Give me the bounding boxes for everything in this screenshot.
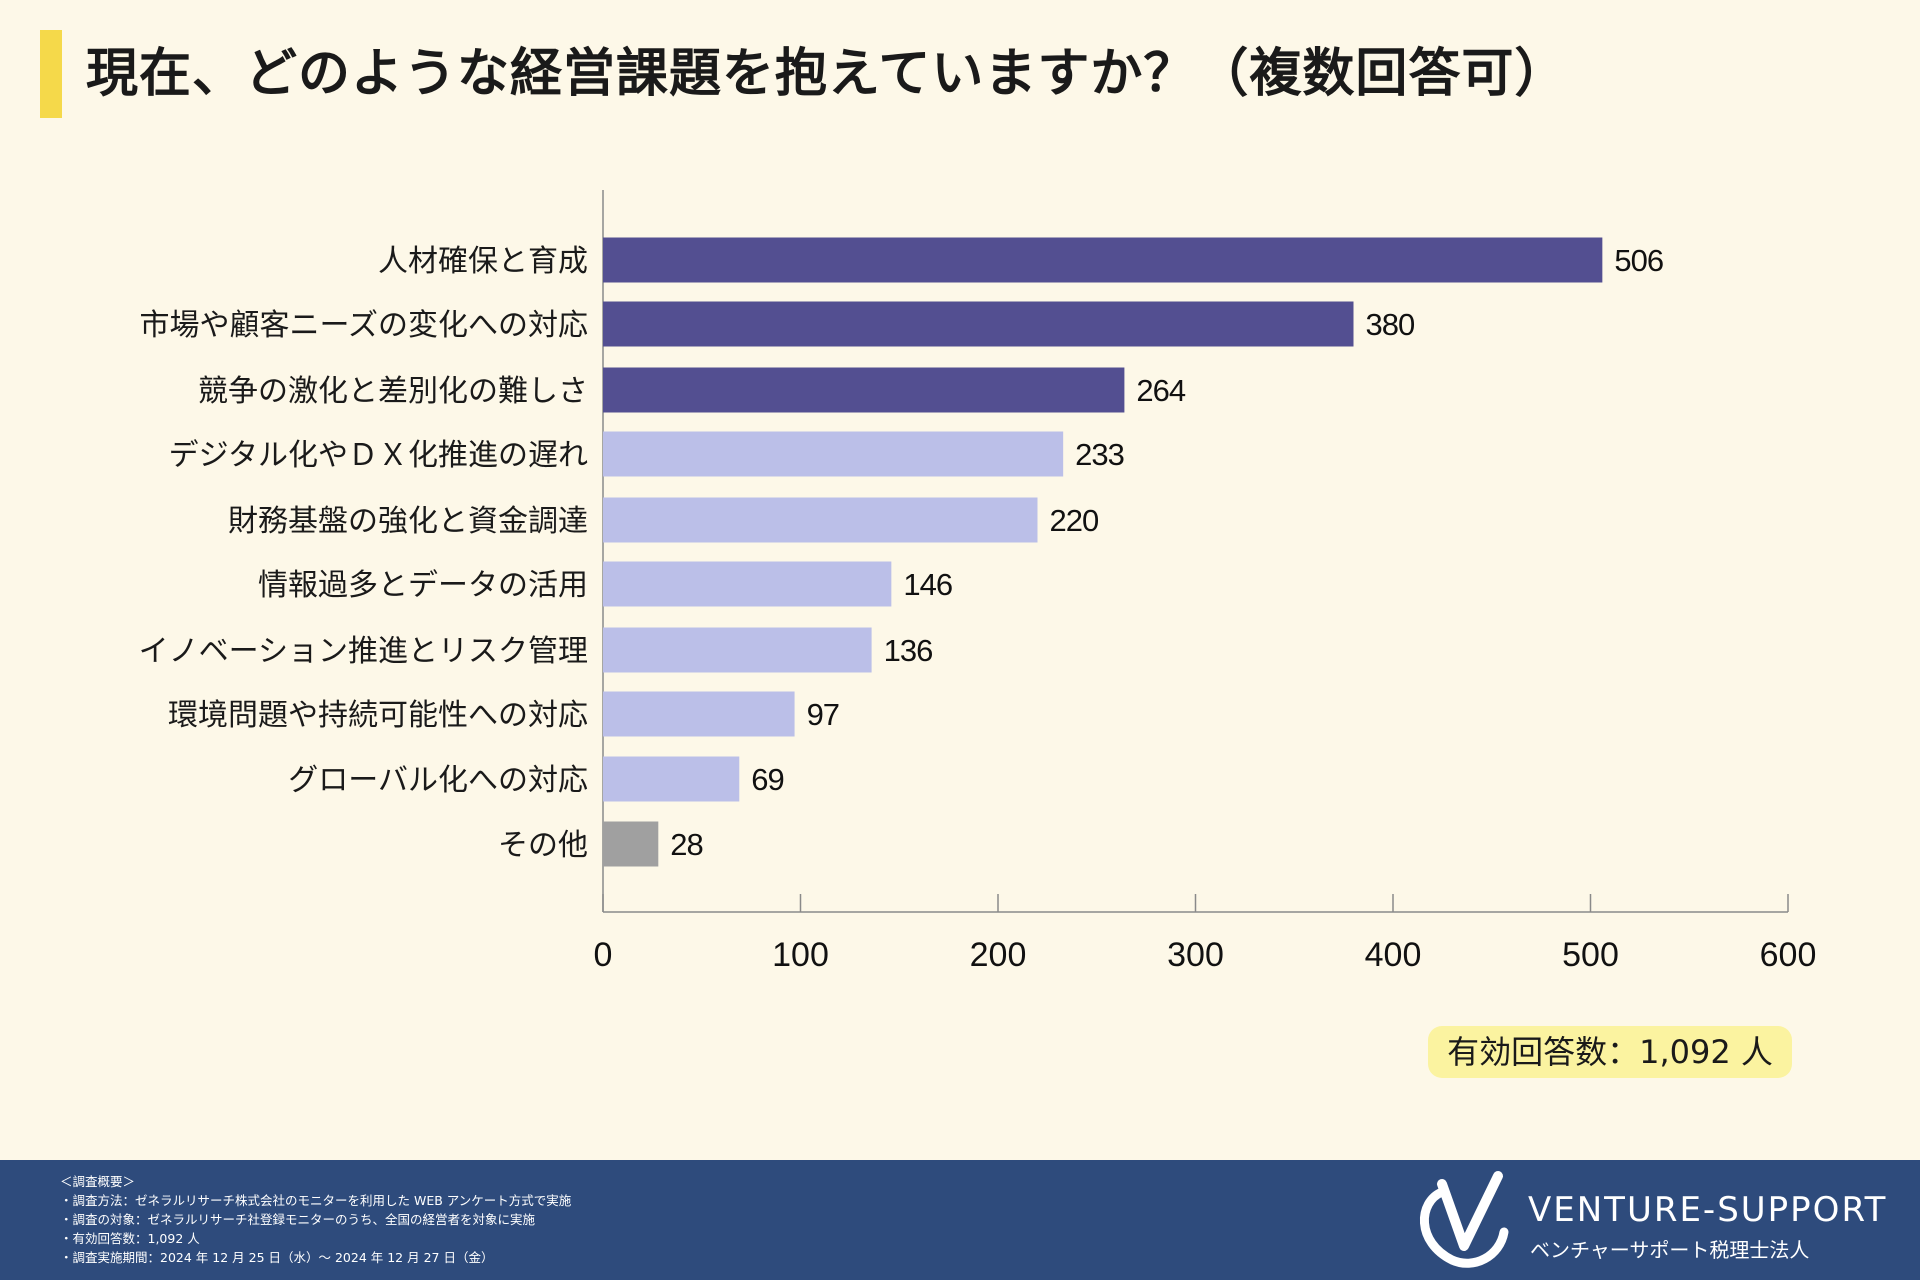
survey-line: ・有効回答数：1,092 人	[60, 1231, 200, 1246]
category-label: デジタル化やＤＸ化推進の遅れ	[169, 438, 588, 473]
total-responses-badge: 有効回答数：1,092 人	[1428, 1026, 1792, 1078]
bar-6	[603, 561, 892, 607]
brand-name: VENTURE-SUPPORT	[1528, 1190, 1888, 1230]
x-tick-label: 600	[1760, 936, 1817, 974]
bar-8	[603, 691, 795, 737]
title-accent-bar	[40, 30, 62, 118]
bar-10	[603, 821, 659, 867]
x-tick-label: 500	[1562, 936, 1619, 974]
x-tick-label: 400	[1365, 936, 1422, 974]
bar-9	[603, 756, 740, 802]
value-label: 506	[1614, 243, 1663, 278]
value-label: 28	[670, 827, 702, 862]
value-label: 146	[903, 567, 952, 602]
brand-subtitle: ベンチャーサポート税理士法人	[1530, 1238, 1810, 1262]
bar-chart: 0 100 200 300 400 500 600 人材確保と育成 506 市場や顧客ニーズの変化…	[139, 190, 1817, 974]
survey-line: ・調査実施期間：2024 年 12 月 25 日（水）～ 2024 年 12 月…	[60, 1250, 494, 1265]
category-label: 市場や顧客ニーズの変化への対応	[140, 308, 589, 343]
value-label: 97	[807, 697, 839, 732]
bar-3	[603, 367, 1125, 413]
bar-2	[603, 301, 1354, 347]
bar-4	[603, 431, 1064, 477]
value-label: 136	[884, 633, 933, 668]
venture-support-logo-icon	[1419, 1171, 1509, 1268]
survey-summary: ＜調査概要＞ ・調査方法：ゼネラルリサーチ株式会社のモニターを利用した WEB …	[60, 1172, 571, 1267]
category-label: 人材確保と育成	[378, 244, 588, 279]
bar-5	[603, 497, 1038, 543]
category-label: グローバル化への対応	[288, 763, 588, 798]
bar-7	[603, 627, 872, 673]
x-tick-label: 200	[970, 936, 1027, 974]
category-label: 環境問題や持続可能性への対応	[168, 698, 588, 733]
value-label: 233	[1075, 437, 1124, 472]
value-label: 380	[1366, 307, 1415, 342]
survey-line: ＜調査概要＞	[60, 1174, 136, 1189]
value-label: 220	[1050, 503, 1099, 538]
x-tick-label: 300	[1167, 936, 1224, 974]
survey-line: ・調査方法：ゼネラルリサーチ株式会社のモニターを利用した WEB アンケート方式…	[60, 1193, 572, 1208]
survey-line: ・調査の対象：ゼネラルリサーチ社登録モニターのうち、全国の経営者を対象に実施	[60, 1212, 536, 1227]
category-label: 競争の激化と差別化の難しさ	[198, 374, 588, 409]
footer: ＜調査概要＞ ・調査方法：ゼネラルリサーチ株式会社のモニターを利用した WEB …	[0, 1160, 1920, 1280]
category-label: 財務基盤の強化と資金調達	[228, 504, 588, 539]
bar-1	[603, 237, 1603, 283]
category-label: イノベーション推進とリスク管理	[139, 634, 588, 669]
category-label: 情報過多とデータの活用	[258, 568, 588, 603]
page-title: 現在、どのような経営課題を抱えていますか？（複数回答可）	[86, 44, 1568, 104]
value-label: 69	[751, 762, 783, 797]
x-tick-label: 100	[772, 936, 829, 974]
category-label: その他	[498, 828, 588, 863]
value-label: 264	[1136, 373, 1185, 408]
x-tick-label: 0	[594, 936, 613, 974]
